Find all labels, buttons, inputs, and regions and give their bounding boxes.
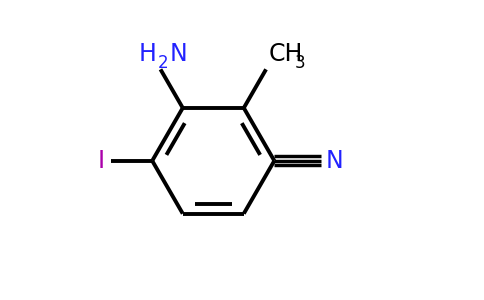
Text: H: H	[139, 42, 157, 66]
Text: N: N	[325, 149, 343, 173]
Text: I: I	[98, 149, 105, 173]
Text: N: N	[170, 42, 188, 66]
Text: CH: CH	[269, 42, 303, 66]
Text: 2: 2	[158, 54, 168, 72]
Text: 3: 3	[295, 54, 305, 72]
